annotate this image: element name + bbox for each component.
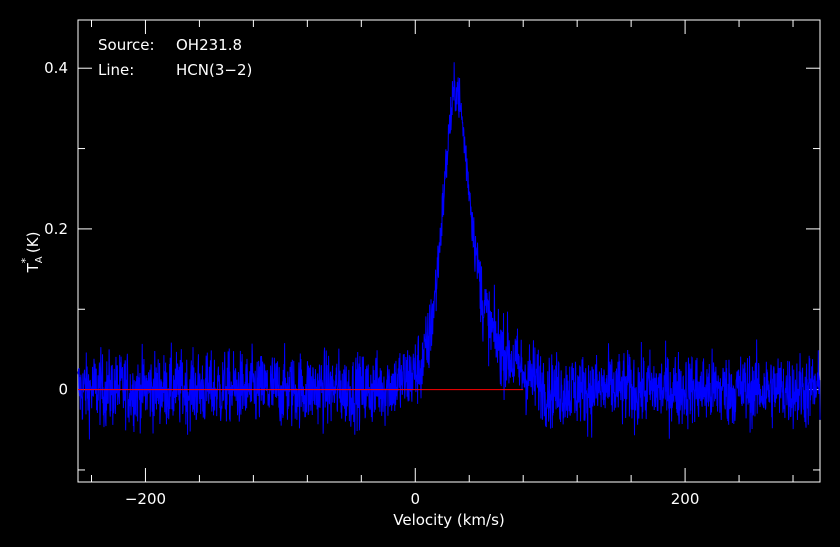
- y-axis-label-sub: A: [34, 256, 45, 263]
- annotation-line-value: HCN(3−2): [176, 61, 252, 79]
- annotation-source-key: Source:: [98, 36, 155, 54]
- y-tick-label: 0: [58, 381, 68, 399]
- y-tick-label: 0.2: [44, 220, 68, 238]
- axis-tick-labels: −200 0 200 0 0.2 0.4: [44, 59, 699, 508]
- x-tick-label: 200: [671, 490, 700, 508]
- x-axis-label: Velocity (km/s): [393, 511, 504, 529]
- annotation-line-key: Line:: [98, 61, 134, 79]
- spectrum-traces: [77, 62, 821, 440]
- y-axis-label-main: T: [24, 262, 42, 273]
- y-axis-label: TA* (K): [19, 232, 45, 274]
- y-tick-label: 0.4: [44, 59, 68, 77]
- y-axis-label-unit: (K): [24, 232, 42, 258]
- svg-text:TA* (K): TA* (K): [19, 232, 45, 274]
- annotation-source-value: OH231.8: [176, 36, 242, 54]
- x-tick-label: 0: [410, 490, 420, 508]
- spectrum-line: [77, 62, 821, 440]
- axis-ticks: [78, 20, 820, 482]
- y-axis-label-sup: *: [19, 257, 32, 263]
- plot-frame: [77, 19, 821, 483]
- x-tick-label: −200: [125, 490, 166, 508]
